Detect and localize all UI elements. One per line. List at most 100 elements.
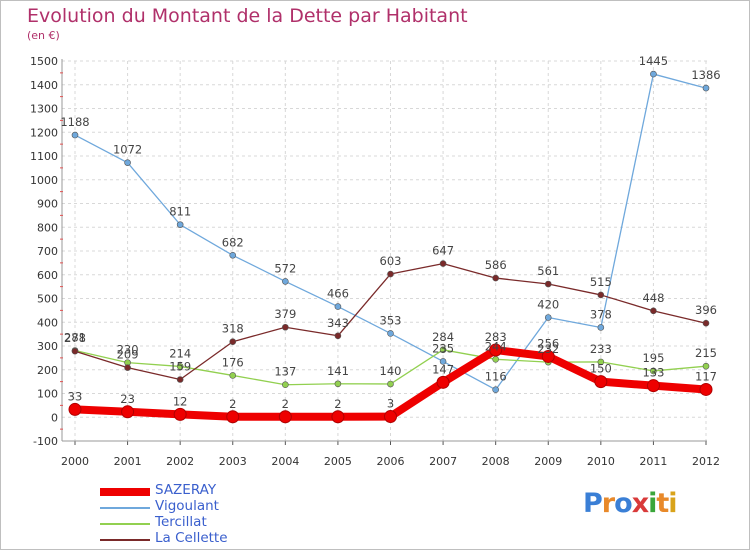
data-point bbox=[173, 407, 187, 421]
logo-letter: t bbox=[656, 488, 669, 519]
data-label: 209 bbox=[117, 348, 139, 362]
data-point bbox=[282, 381, 289, 389]
data-label: 353 bbox=[380, 313, 402, 327]
data-label: 379 bbox=[274, 307, 296, 321]
data-label: 3 bbox=[387, 397, 394, 411]
data-label: 572 bbox=[274, 261, 296, 275]
data-label: 561 bbox=[537, 264, 559, 278]
data-label: 150 bbox=[590, 362, 612, 376]
data-point bbox=[282, 323, 289, 331]
data-label: 647 bbox=[432, 244, 454, 258]
data-point bbox=[702, 84, 710, 92]
data-point bbox=[544, 280, 552, 288]
logo-letter: P bbox=[583, 488, 603, 519]
x-tick-label: 2001 bbox=[114, 455, 142, 468]
data-label: 515 bbox=[590, 275, 612, 289]
x-tick-label: 2007 bbox=[429, 455, 457, 468]
logo-letter: r bbox=[601, 488, 615, 519]
data-label: 140 bbox=[380, 364, 402, 378]
data-point bbox=[597, 324, 605, 331]
x-tick-label: 2009 bbox=[534, 455, 562, 468]
data-label: 230 bbox=[117, 343, 139, 357]
data-label: 281 bbox=[64, 331, 86, 345]
data-point bbox=[650, 367, 657, 375]
data-label: 2 bbox=[334, 397, 341, 411]
x-tick-label: 2003 bbox=[219, 455, 247, 468]
logo-letter: x bbox=[631, 488, 649, 519]
data-point bbox=[71, 131, 79, 139]
x-tick-label: 2008 bbox=[482, 455, 510, 468]
data-point bbox=[387, 380, 394, 388]
y-tick-label: 200 bbox=[37, 364, 58, 377]
chart-unit: (en €) bbox=[27, 29, 60, 42]
logo-letter: o bbox=[614, 488, 633, 519]
legend-swatch bbox=[100, 488, 150, 496]
data-label: 176 bbox=[222, 355, 244, 369]
x-tick-label: 2000 bbox=[61, 455, 89, 468]
data-label: 116 bbox=[485, 370, 507, 384]
y-tick-label: 800 bbox=[37, 221, 58, 234]
data-point bbox=[226, 410, 240, 424]
data-point bbox=[439, 346, 447, 354]
data-point bbox=[439, 358, 447, 365]
x-tick-label: 2012 bbox=[692, 455, 720, 468]
y-tick-label: 300 bbox=[37, 340, 58, 353]
legend-item: SAZERAY bbox=[100, 482, 300, 500]
y-tick-label: 1100 bbox=[30, 150, 58, 163]
data-label: 23 bbox=[120, 392, 135, 406]
y-tick-label: 0 bbox=[51, 411, 58, 424]
data-label: 396 bbox=[695, 303, 717, 317]
legend-swatch bbox=[100, 507, 150, 509]
data-point bbox=[387, 330, 394, 337]
y-tick-label: 1400 bbox=[30, 79, 58, 92]
x-tick-label: 2005 bbox=[324, 455, 352, 468]
y-tick-label: 100 bbox=[37, 388, 58, 401]
data-point bbox=[544, 314, 552, 321]
data-point bbox=[68, 402, 82, 416]
data-label: 215 bbox=[695, 346, 717, 360]
data-label: 141 bbox=[327, 364, 349, 378]
data-point bbox=[124, 364, 131, 371]
data-point bbox=[702, 319, 710, 327]
logo-letter: i bbox=[648, 488, 657, 519]
data-point bbox=[489, 343, 503, 357]
series-lines bbox=[68, 70, 713, 424]
data-label: 12 bbox=[173, 394, 188, 408]
data-label: 256 bbox=[537, 336, 559, 350]
data-point bbox=[229, 251, 237, 259]
data-point bbox=[384, 410, 397, 424]
data-label: 1072 bbox=[113, 143, 142, 157]
data-point bbox=[334, 332, 342, 340]
x-tick-label: 2006 bbox=[377, 455, 405, 468]
data-point bbox=[650, 307, 657, 315]
data-label: 603 bbox=[380, 254, 402, 268]
y-tick-label: 1200 bbox=[30, 126, 58, 139]
data-label: 466 bbox=[327, 287, 349, 301]
data-label: 235 bbox=[432, 341, 454, 355]
data-label: 1445 bbox=[639, 54, 668, 68]
legend-item: Tercillat bbox=[100, 514, 300, 532]
data-label: 232 bbox=[537, 342, 559, 356]
x-tick-label: 2002 bbox=[166, 455, 194, 468]
x-tick-label: 2011 bbox=[639, 455, 667, 468]
data-label: 2 bbox=[282, 397, 289, 411]
data-label: 283 bbox=[485, 330, 507, 344]
data-point bbox=[229, 372, 237, 379]
legend-label: SAZERAY bbox=[155, 482, 217, 498]
y-tick-label: 1500 bbox=[30, 55, 58, 68]
y-tick-label: 600 bbox=[37, 269, 58, 282]
data-point bbox=[124, 159, 131, 166]
data-point bbox=[646, 379, 660, 393]
data-point bbox=[176, 221, 184, 228]
data-point bbox=[229, 338, 237, 346]
data-label: 159 bbox=[169, 359, 191, 373]
data-label: 147 bbox=[432, 362, 454, 376]
legend-swatch bbox=[100, 539, 150, 541]
data-point bbox=[71, 347, 79, 355]
data-label: 1188 bbox=[60, 115, 89, 129]
data-label: 33 bbox=[68, 389, 83, 403]
data-point bbox=[278, 410, 292, 424]
data-label: 244 bbox=[485, 339, 507, 353]
